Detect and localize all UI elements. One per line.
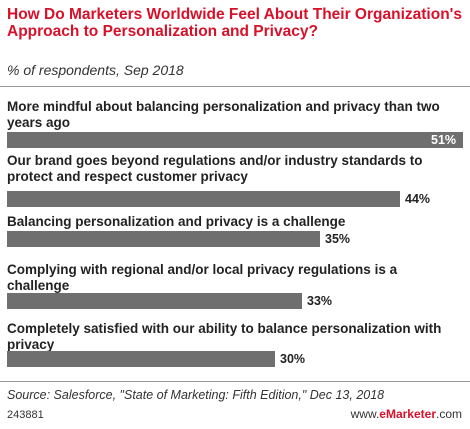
chart-id: 243881 (7, 409, 44, 421)
value-label: 51% (431, 133, 457, 147)
bar (7, 351, 275, 367)
value-label: 33% (307, 294, 333, 308)
category-label: Completely satisfied with our ability to… (7, 321, 442, 352)
category-label: Our brand goes beyond regulations and/or… (7, 153, 423, 184)
category-label: More mindful about balancing personaliza… (7, 99, 440, 130)
bar (7, 191, 400, 207)
chart-title: How Do Marketers Worldwide Feel About Th… (7, 6, 462, 40)
chart-subtitle: % of respondents, Sep 2018 (7, 62, 184, 78)
source-note: Source: Salesforce, "State of Marketing:… (7, 388, 385, 402)
bar (7, 231, 320, 247)
value-label: 44% (405, 192, 431, 206)
value-label: 35% (325, 232, 351, 246)
bar (7, 293, 302, 309)
category-label: Balancing personalization and privacy is… (7, 214, 346, 229)
header-divider (0, 86, 470, 87)
footer-divider (0, 381, 470, 382)
brand-mark: www.eMarketer.com (350, 407, 462, 421)
category-label: Complying with regional and/or local pri… (7, 262, 398, 293)
bar-chart: More mindful about balancing personaliza… (0, 95, 470, 375)
bar (7, 132, 463, 148)
value-label: 30% (280, 352, 306, 366)
